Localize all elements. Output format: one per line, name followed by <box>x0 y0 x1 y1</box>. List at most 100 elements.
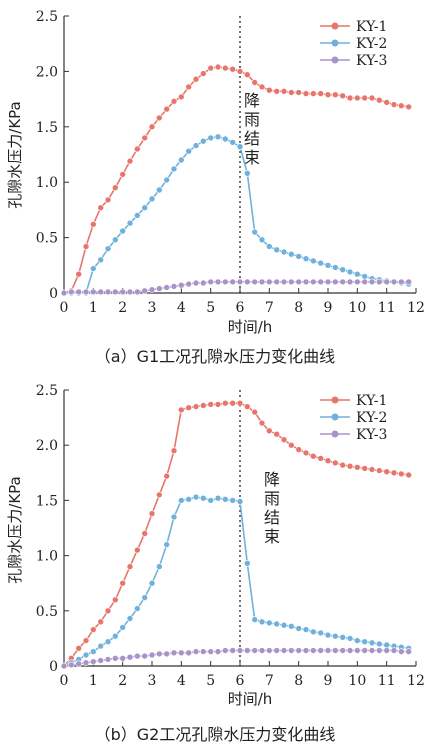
data-point-KY-2 <box>90 265 97 272</box>
data-point-KY-3 <box>302 647 310 654</box>
data-point-KY-1 <box>258 419 266 427</box>
data-point-KY-3 <box>112 288 119 296</box>
data-point-KY-1 <box>368 94 376 102</box>
x-tick-label: 12 <box>407 673 425 689</box>
data-point-KY-1 <box>339 92 347 100</box>
data-point-KY-3 <box>353 278 361 286</box>
data-point-KY-1 <box>97 618 104 626</box>
data-point-KY-1 <box>104 196 112 204</box>
data-point-KY-2 <box>273 620 281 628</box>
data-point-KY-3 <box>368 647 376 654</box>
data-point-KY-2 <box>126 615 134 622</box>
data-point-KY-3 <box>339 647 347 654</box>
data-point-KY-1 <box>148 510 156 517</box>
data-point-KY-3 <box>97 288 104 296</box>
data-point-KY-1 <box>390 469 398 477</box>
data-point-KY-3 <box>60 662 68 670</box>
legend-label-KY-2: KY-2 <box>356 36 387 52</box>
data-point-KY-1 <box>178 406 185 414</box>
data-point-KY-1 <box>126 157 134 165</box>
data-point-KY-3 <box>119 654 126 662</box>
legend-marker-KY-2 <box>331 39 339 47</box>
data-point-KY-2 <box>200 137 207 145</box>
data-point-KY-1 <box>390 101 398 108</box>
data-point-KY-2 <box>82 651 90 659</box>
data-point-KY-2 <box>170 513 178 521</box>
data-point-KY-2 <box>207 134 214 142</box>
data-point-KY-1 <box>119 579 126 587</box>
data-point-KY-2 <box>236 498 244 505</box>
data-point-KY-2 <box>104 245 112 252</box>
data-point-KY-3 <box>361 278 369 286</box>
data-point-KY-3 <box>287 278 295 286</box>
data-point-KY-1 <box>112 184 119 191</box>
x-tick-label: 10 <box>348 673 366 689</box>
y-tick-label: 0 <box>49 659 58 675</box>
data-point-KY-2 <box>156 186 163 194</box>
data-point-KY-3 <box>104 656 112 663</box>
data-point-KY-1 <box>229 65 236 73</box>
y-tick-label: 0.5 <box>36 231 58 247</box>
data-point-KY-2 <box>280 621 288 629</box>
data-point-KY-1 <box>229 399 236 407</box>
x-tick-label: 8 <box>294 673 303 689</box>
data-point-KY-1 <box>346 94 354 102</box>
data-point-KY-2 <box>324 631 332 639</box>
data-point-KY-1 <box>383 99 391 106</box>
y-tick-label: 0.5 <box>36 604 58 620</box>
data-point-KY-1 <box>251 408 258 416</box>
data-point-KY-1 <box>156 491 163 499</box>
y-tick-label: 1.5 <box>36 493 58 509</box>
data-point-KY-3 <box>265 647 273 654</box>
y-axis-label: 孔隙水压力/KPa <box>6 476 24 583</box>
data-point-KY-3 <box>90 658 97 665</box>
x-tick-label: 8 <box>294 300 303 316</box>
data-point-KY-1 <box>82 243 90 250</box>
data-point-KY-3 <box>295 278 303 286</box>
data-point-KY-2 <box>339 633 347 641</box>
x-tick-label: 2 <box>118 673 127 689</box>
data-point-KY-3 <box>280 647 288 654</box>
data-point-KY-1 <box>236 68 244 75</box>
data-point-KY-2 <box>273 246 281 254</box>
data-point-KY-2 <box>90 648 97 655</box>
x-tick-label: 11 <box>378 300 396 316</box>
data-point-KY-3 <box>302 278 310 286</box>
data-point-KY-3 <box>97 657 104 664</box>
rain-end-annotation: 束 <box>244 148 260 167</box>
data-point-KY-3 <box>141 287 148 295</box>
data-point-KY-2 <box>192 493 200 501</box>
data-point-KY-3 <box>134 652 141 660</box>
data-point-KY-3 <box>375 278 383 286</box>
data-point-KY-2 <box>112 236 119 244</box>
data-point-KY-3 <box>104 288 112 296</box>
data-point-KY-2 <box>346 635 354 642</box>
data-point-KY-1 <box>90 626 97 633</box>
data-point-KY-1 <box>375 467 383 474</box>
data-point-KY-1 <box>141 530 148 537</box>
x-axis-label: 时间/h <box>228 318 273 336</box>
data-point-KY-1 <box>324 91 332 98</box>
data-point-KY-3 <box>178 281 185 289</box>
legend-marker-KY-3 <box>331 56 339 64</box>
data-point-KY-2 <box>229 497 236 504</box>
data-point-KY-3 <box>258 647 266 654</box>
data-point-KY-1 <box>302 90 310 97</box>
data-point-KY-2 <box>148 195 156 203</box>
data-point-KY-3 <box>361 647 369 654</box>
data-point-KY-3 <box>383 647 391 654</box>
data-point-KY-2 <box>141 204 148 211</box>
data-point-KY-1 <box>353 94 361 102</box>
data-point-KY-3 <box>207 648 214 655</box>
data-point-KY-2 <box>148 579 156 587</box>
data-point-KY-1 <box>192 75 200 83</box>
data-point-KY-3 <box>331 278 339 286</box>
data-point-KY-1 <box>134 145 141 153</box>
data-point-KY-2 <box>112 632 119 640</box>
chart-panel-b: 0 1 2 3 4 5 6 7 8 9 10 11 1200.51.01.52.02.5时间/h孔隙水压… <box>6 383 425 744</box>
data-point-KY-1 <box>75 644 82 652</box>
data-point-KY-2 <box>104 638 112 646</box>
rain-end-annotation: 雨 <box>264 489 280 508</box>
data-point-KY-3 <box>148 651 156 659</box>
x-tick-label: 1 <box>89 300 98 316</box>
